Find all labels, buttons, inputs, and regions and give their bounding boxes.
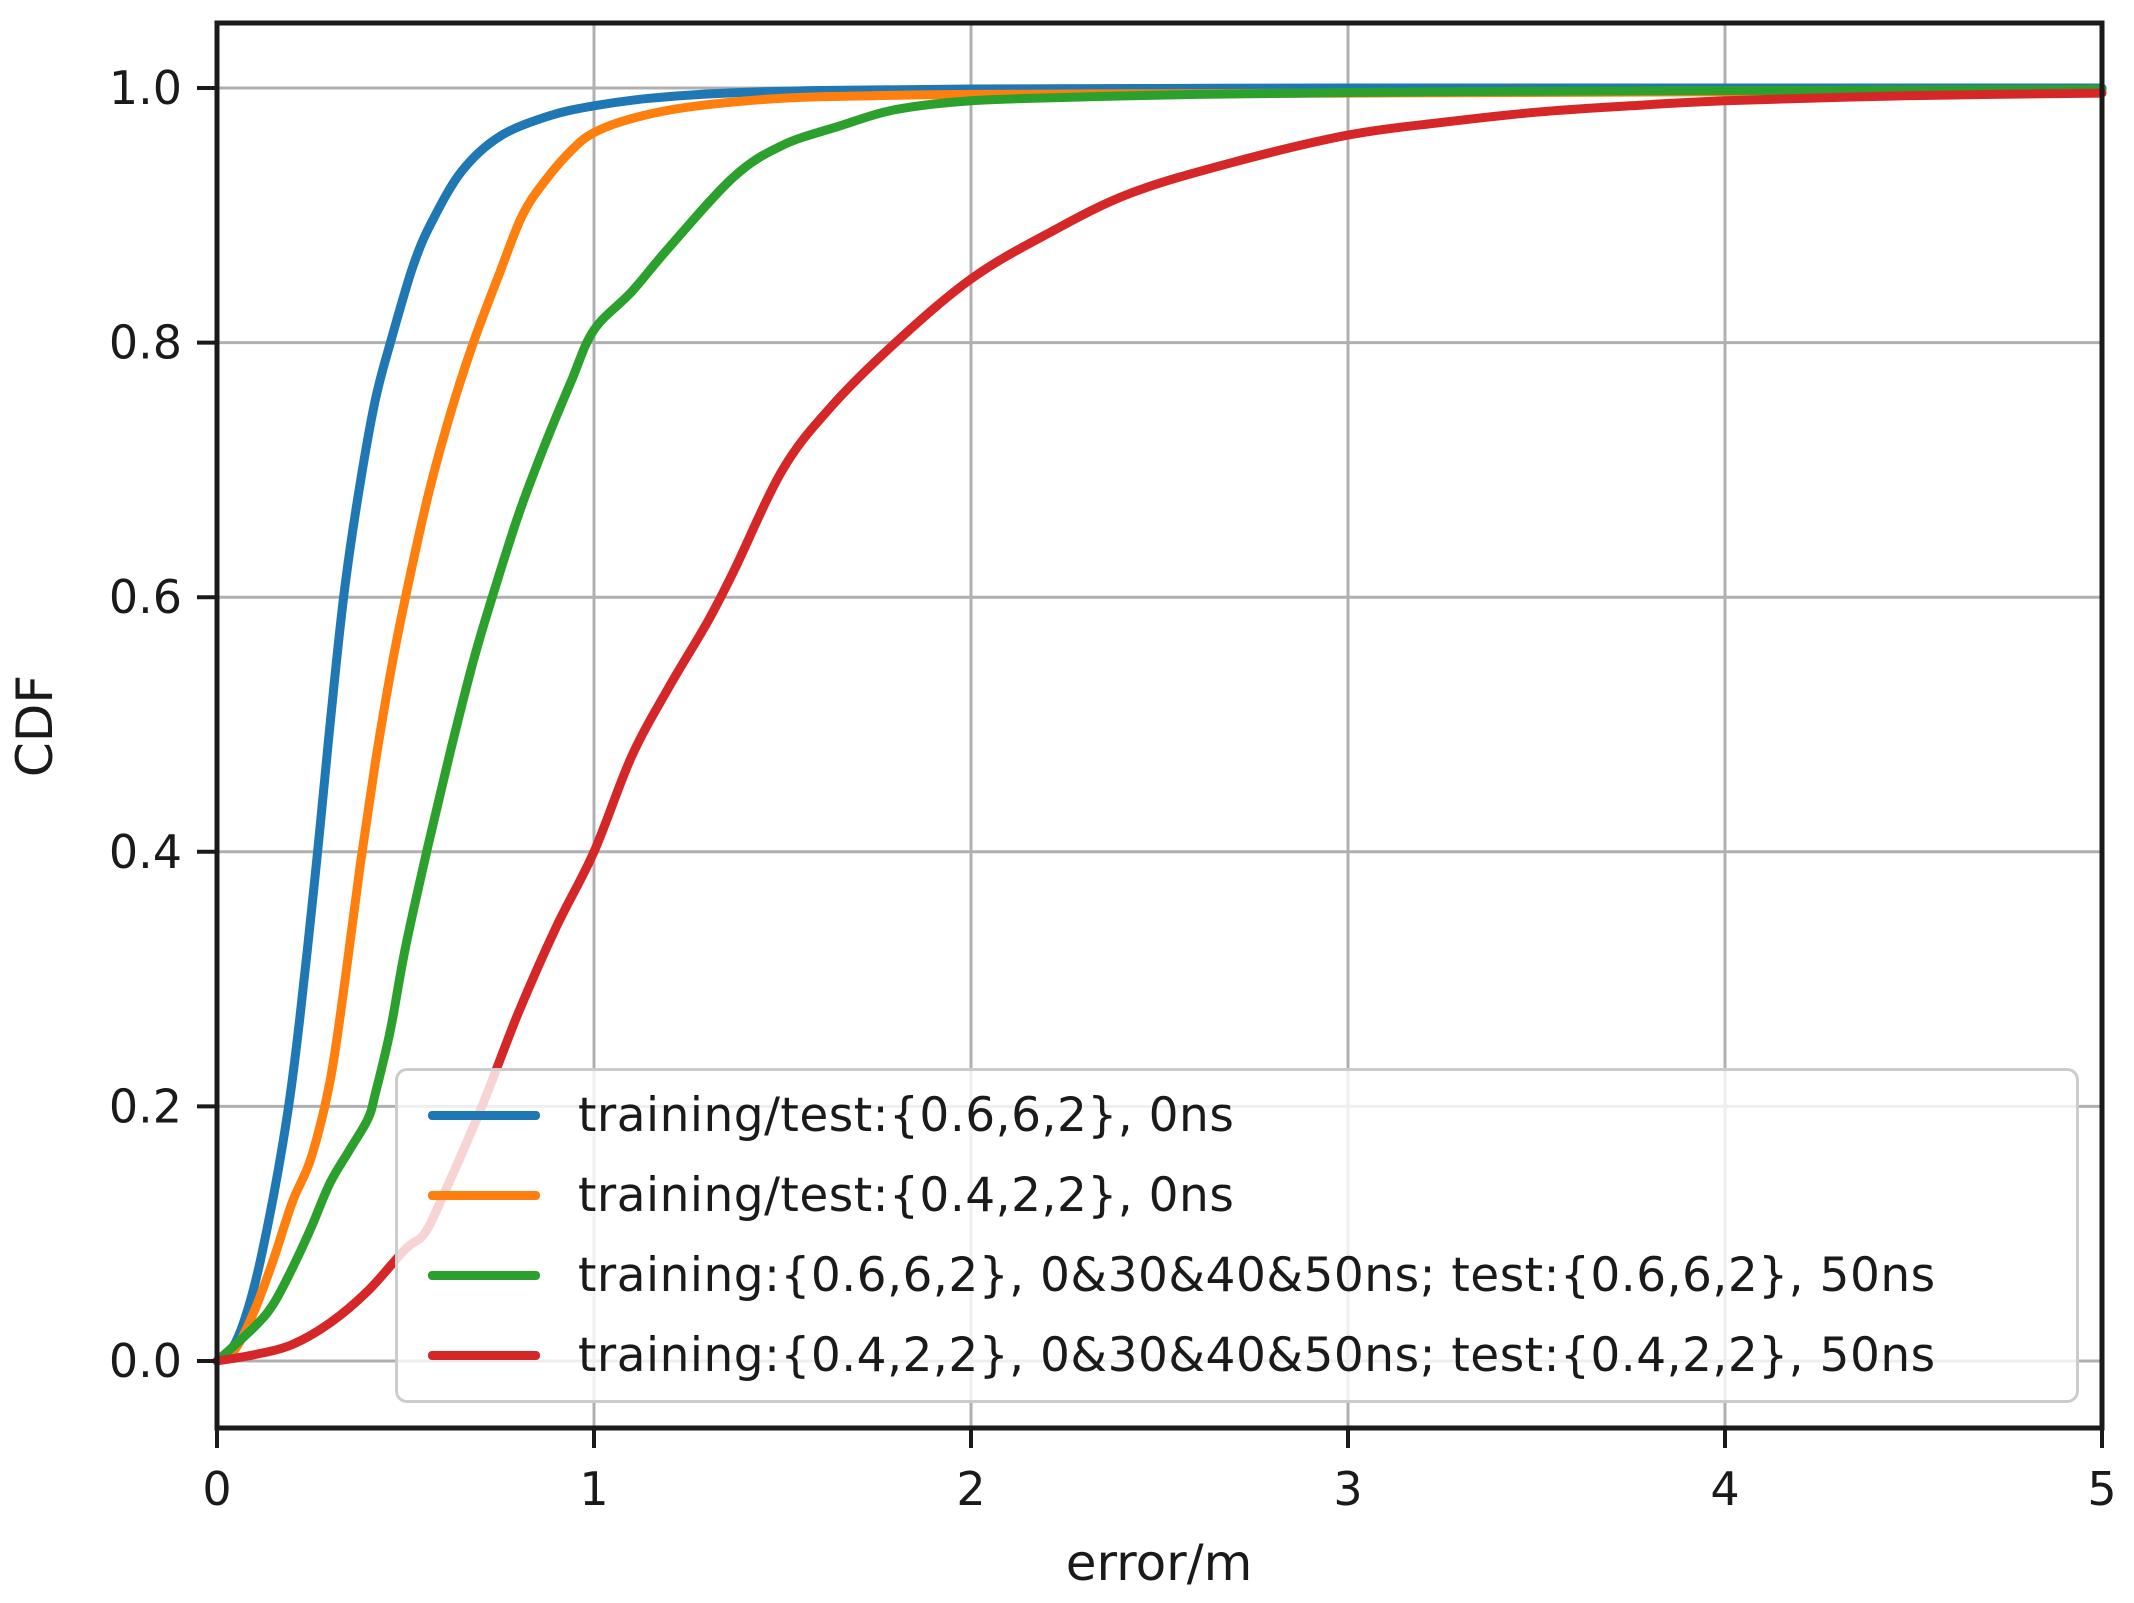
legend-item-4: training:{0.4,2,2}, 0&30&40&50ns; test:{… bbox=[398, 1315, 2076, 1395]
legend: training/test:{0.6,6,2}, 0ns training/tes… bbox=[395, 1068, 2079, 1403]
legend-line-sample-icon bbox=[428, 1110, 540, 1120]
x-tick-label: 2 bbox=[956, 1462, 985, 1516]
x-tick-label: 0 bbox=[202, 1462, 231, 1516]
legend-line-sample-icon bbox=[428, 1350, 540, 1360]
legend-item-3: training:{0.6,6,2}, 0&30&40&50ns; test:{… bbox=[398, 1235, 2076, 1315]
cdf-curve-3 bbox=[212, 84, 2107, 1366]
x-tick-label: 5 bbox=[2087, 1462, 2116, 1516]
y-tick-label: 1.0 bbox=[109, 61, 182, 115]
plot-border bbox=[214, 20, 2105, 1431]
legend-item-label: training/test:{0.6,6,2}, 0ns bbox=[578, 1087, 1235, 1143]
legend-item-1: training/test:{0.6,6,2}, 0ns bbox=[398, 1075, 2076, 1155]
legend-item-label: training:{0.4,2,2}, 0&30&40&50ns; test:{… bbox=[578, 1327, 1936, 1383]
y-tick-label: 0.4 bbox=[109, 825, 182, 879]
y-axis-label: CDF bbox=[6, 675, 64, 777]
x-tick-label: 4 bbox=[1710, 1462, 1739, 1516]
legend-line-sample-icon bbox=[428, 1270, 540, 1280]
x-tick-label: 3 bbox=[1333, 1462, 1362, 1516]
y-tick-label: 0.8 bbox=[109, 316, 182, 370]
x-tick-label: 1 bbox=[579, 1462, 608, 1516]
axis-layer: 0 1 2 3 4 5 0.0 0.2 0.4 0.6 0.8 1.0 bbox=[109, 20, 2117, 1516]
y-tick-label: 0.0 bbox=[109, 1334, 182, 1388]
y-tick-label: 0.2 bbox=[109, 1079, 182, 1133]
legend-item-label: training/test:{0.4,2,2}, 0ns bbox=[578, 1167, 1235, 1223]
cdf-curve-1 bbox=[212, 83, 2107, 1366]
legend-item-label: training:{0.6,6,2}, 0&30&40&50ns; test:{… bbox=[578, 1247, 1936, 1303]
y-tick-label: 0.6 bbox=[109, 570, 182, 624]
legend-item-2: training/test:{0.4,2,2}, 0ns bbox=[398, 1155, 2076, 1235]
x-axis-label: error/m bbox=[1066, 1534, 1253, 1592]
legend-line-sample-icon bbox=[428, 1190, 540, 1200]
